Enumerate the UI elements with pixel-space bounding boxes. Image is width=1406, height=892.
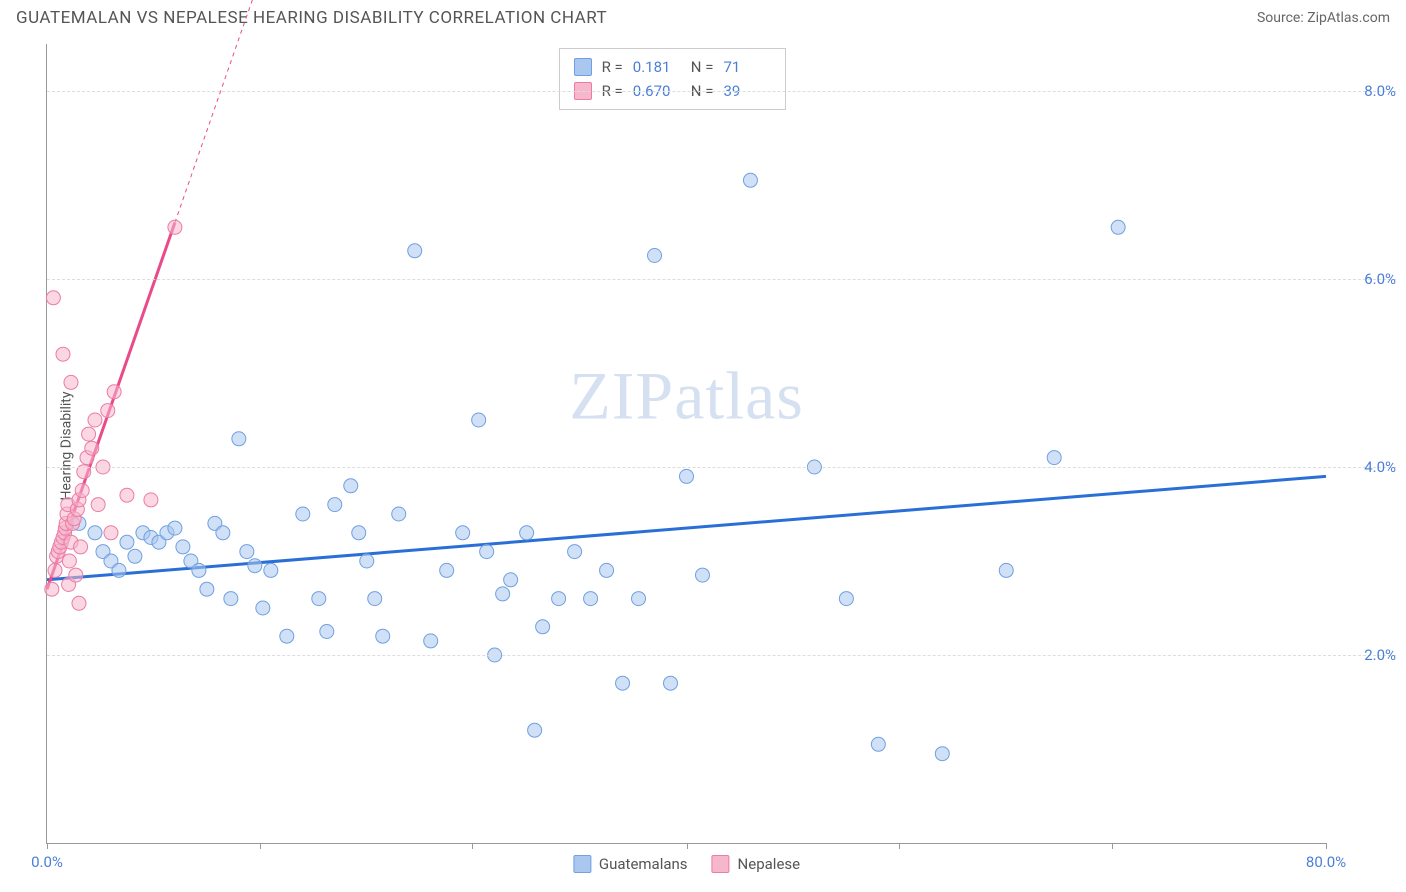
swatch-guatemalans [574, 58, 592, 76]
stats-legend: R = 0.181 N = 71 R = 0.670 N = 39 [559, 48, 787, 110]
swatch-guatemalans [573, 855, 591, 873]
plot-area: ZIPatlas R = 0.181 N = 71 R = 0.670 N = … [46, 44, 1326, 844]
legend-item-guatemalans: Guatemalans [573, 855, 688, 873]
chart-header: GUATEMALAN VS NEPALESE HEARING DISABILIT… [0, 0, 1406, 32]
series-legend: Guatemalans Nepalese [573, 855, 800, 873]
chart-source: Source: ZipAtlas.com [1257, 10, 1390, 26]
swatch-nepalese [712, 855, 730, 873]
stats-row-guatemalans: R = 0.181 N = 71 [574, 55, 772, 79]
scatter-svg [47, 44, 1326, 843]
legend-item-nepalese: Nepalese [712, 855, 801, 873]
chart-title: GUATEMALAN VS NEPALESE HEARING DISABILIT… [16, 8, 607, 28]
